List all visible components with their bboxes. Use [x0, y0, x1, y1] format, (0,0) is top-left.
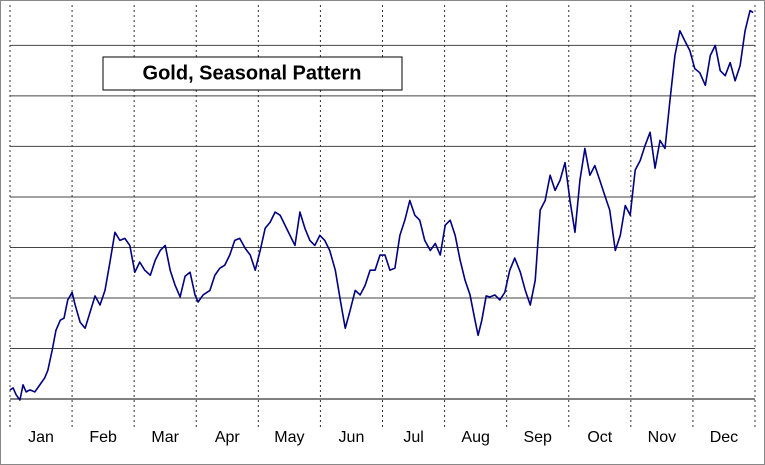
x-tick-label: Apr	[215, 429, 241, 446]
x-tick-label: Aug	[461, 429, 489, 446]
x-tick-label: Sep	[523, 429, 552, 446]
title-box	[102, 56, 403, 91]
x-tick-label: Mar	[151, 429, 179, 446]
x-tick-label: Jun	[339, 429, 365, 446]
x-tick-label: Dec	[710, 429, 738, 446]
plot	[9, 9, 754, 401]
x-tick-label: Feb	[89, 429, 117, 446]
line	[9, 9, 754, 401]
chart-title: Gold, Seasonal Pattern	[143, 62, 362, 84]
x-tick-label: Oct	[587, 429, 612, 446]
x-tick-label: Jul	[403, 429, 423, 446]
x-tick-label: Jan	[28, 429, 54, 446]
x-tick-label: Nov	[648, 429, 676, 446]
x-tick-label: May	[274, 429, 304, 446]
